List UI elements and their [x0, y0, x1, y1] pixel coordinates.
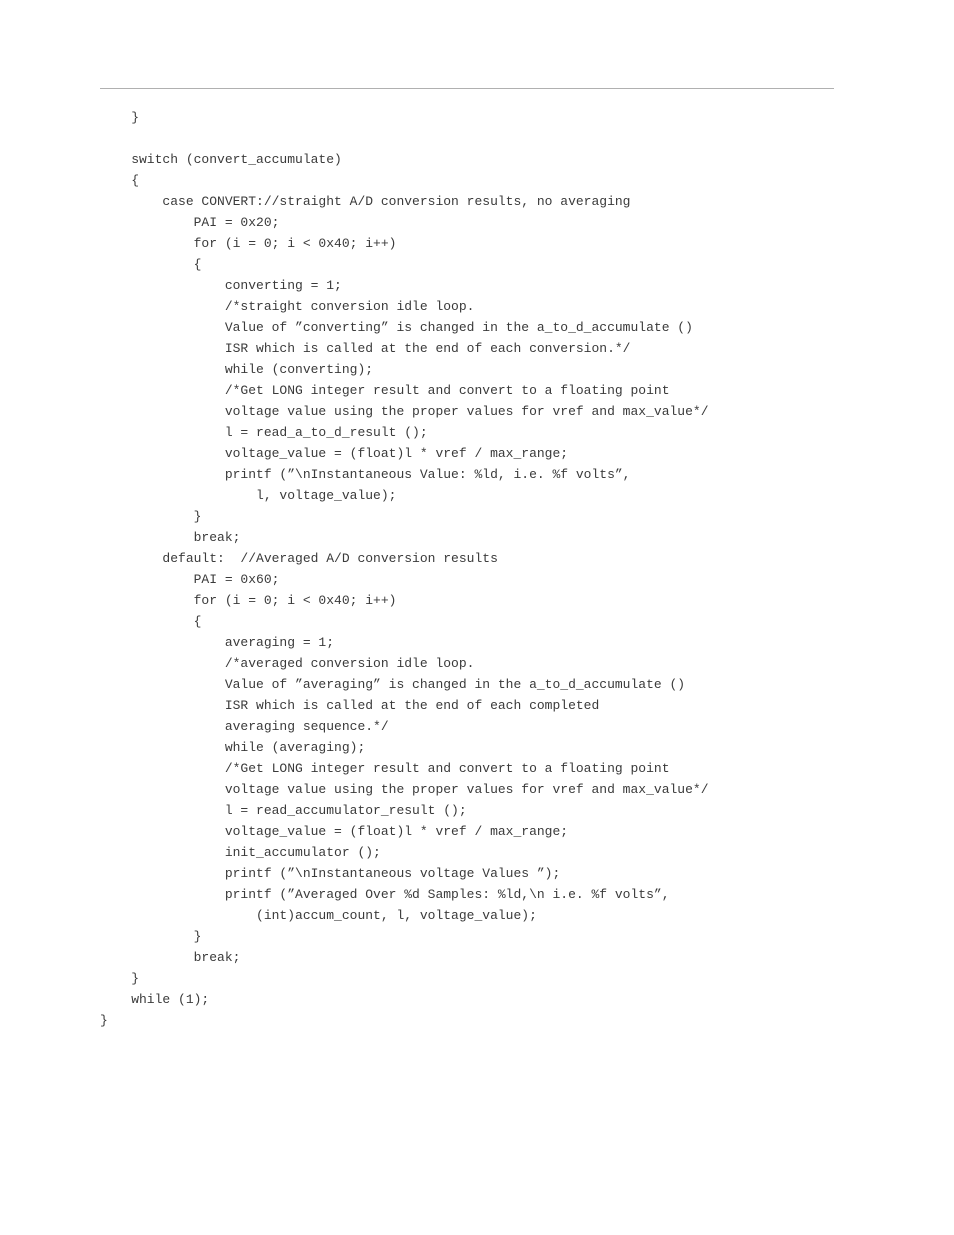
header-rule — [100, 88, 834, 89]
code-block: } switch (convert_accumulate) { case CON… — [100, 107, 834, 1031]
